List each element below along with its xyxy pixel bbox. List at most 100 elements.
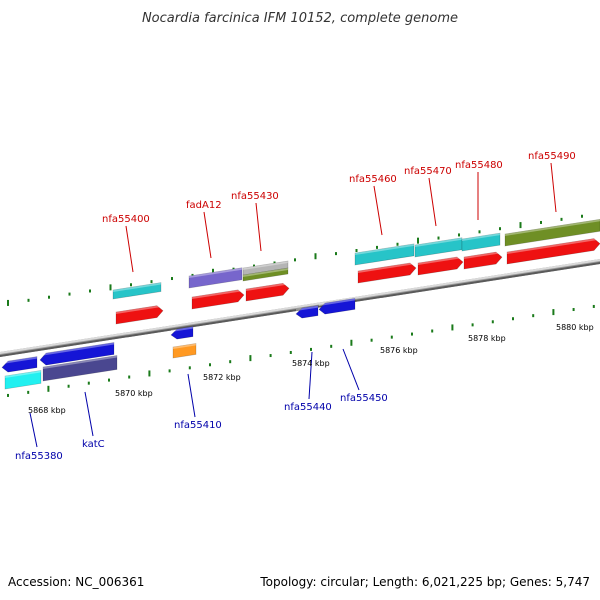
upper-tick xyxy=(314,253,317,260)
feature-nfa55430-cog-b-shine xyxy=(243,268,288,277)
gene-label-nfa55460[interactable]: nfa55460 xyxy=(349,174,397,185)
upper-tick xyxy=(150,280,153,284)
upper-tick xyxy=(581,214,583,218)
gene-label-nfa55450[interactable]: nfa55450 xyxy=(340,393,388,404)
lower-tick xyxy=(350,339,353,346)
upper-tick xyxy=(519,222,522,229)
upper-tick xyxy=(130,283,132,287)
upper-tick xyxy=(294,258,296,262)
upper-tick xyxy=(27,298,30,302)
gene-label-nfa55400[interactable]: nfa55400 xyxy=(102,214,150,225)
lower-tick xyxy=(229,360,232,364)
feature-nfa55490-cog-shine xyxy=(505,219,600,236)
upper-tick xyxy=(560,217,563,221)
upper-tick xyxy=(7,299,9,306)
gene-label-nfa55380[interactable]: nfa55380 xyxy=(15,451,63,462)
lower-tick xyxy=(592,304,595,308)
gene-label-fadA12[interactable]: fadA12 xyxy=(186,200,222,211)
feature-nfa55410-cog-shine xyxy=(173,343,196,349)
gene-label-katC[interactable]: katC xyxy=(82,439,105,450)
feature-nfa55470-strand-shine xyxy=(418,256,463,265)
feature-nfa55480-strand xyxy=(463,251,503,270)
feature-fadA12-strand-shine xyxy=(192,288,244,299)
upper-tick xyxy=(68,292,71,296)
kbp-label-5868: 5868 kbp xyxy=(28,406,66,415)
kbp-label-5876: 5876 kbp xyxy=(380,346,418,355)
upper-tick-ring xyxy=(7,214,583,306)
feature-nfa55430-cog-b xyxy=(242,267,289,282)
feature-nfa55380-cog-shine xyxy=(5,370,41,378)
feature-nfa55460-strand-shine xyxy=(358,262,416,273)
feature-nfa55410-strand xyxy=(170,326,194,340)
gene-label-nfa55440[interactable]: nfa55440 xyxy=(284,402,332,413)
lower-tick xyxy=(471,323,474,327)
feature-nfa55380-strand xyxy=(1,356,38,373)
feature-nfa55490-strand-shine xyxy=(507,237,600,254)
genome-summary-text: Topology: circular; Length: 6,021,225 bp… xyxy=(259,575,590,589)
gene-label-nfa55480[interactable]: nfa55480 xyxy=(455,160,503,171)
feature-nfa55460-cog-shine xyxy=(355,243,414,255)
upper-tick xyxy=(396,242,399,246)
lower-tick xyxy=(168,369,171,373)
gene-label-nfa55410[interactable]: nfa55410 xyxy=(174,420,222,431)
lower-tick xyxy=(7,393,9,397)
map-title: Nocardia farcinica IFM 10152, complete g… xyxy=(142,11,458,26)
kbp-label-5872: 5872 kbp xyxy=(203,373,241,382)
lower-tick xyxy=(451,324,454,331)
upper-tick xyxy=(417,237,419,244)
reverse-leader-line xyxy=(308,351,313,400)
lower-tick xyxy=(108,378,110,382)
feature-nfa55470-strand xyxy=(417,256,464,276)
upper-tick xyxy=(540,220,542,224)
feature-nfa55480-cog xyxy=(461,232,501,252)
feature-katC-strand-shine xyxy=(40,342,114,356)
feature-nfa55440-strand-shine xyxy=(296,305,318,311)
feature-fadA12-strand xyxy=(191,289,245,310)
feature-nfa55400-cog xyxy=(112,282,162,300)
feature-nfa55400-cog-shine xyxy=(113,282,161,292)
forward-leader-line xyxy=(255,202,262,252)
upper-tick xyxy=(499,227,501,231)
feature-katC-strand xyxy=(39,342,115,366)
gene-label-nfa55470[interactable]: nfa55470 xyxy=(404,166,452,177)
feature-nfa55400-strand xyxy=(115,305,164,325)
lower-tick xyxy=(289,350,292,354)
upper-tick xyxy=(478,230,481,234)
feature-nfa55430-strand xyxy=(245,282,290,302)
gene-label-nfa55430[interactable]: nfa55430 xyxy=(231,191,279,202)
lower-tick xyxy=(330,344,333,348)
upper-tick xyxy=(171,277,173,281)
upper-tick xyxy=(89,289,91,293)
reverse-leader-line xyxy=(187,373,196,418)
feature-tracks xyxy=(1,218,600,390)
kbp-axis-labels: 5868 kbp 5870 kbp 5872 kbp 5874 kbp 5876… xyxy=(28,323,594,415)
lower-tick xyxy=(209,363,211,367)
lower-tick xyxy=(269,354,272,358)
upper-tick xyxy=(335,252,337,256)
lower-tick xyxy=(390,335,393,339)
gene-label-nfa55490[interactable]: nfa55490 xyxy=(528,151,576,162)
upper-tick xyxy=(376,245,378,249)
feature-nfa55430-cog-a-shine xyxy=(243,261,288,270)
lower-tick xyxy=(552,309,555,316)
kbp-label-5878: 5878 kbp xyxy=(468,334,506,343)
upper-tick xyxy=(458,233,460,237)
forward-leader-line xyxy=(550,162,557,213)
reverse-leader-line xyxy=(84,391,94,437)
feature-nfa55460-strand xyxy=(357,262,417,284)
feature-nfa55450-strand-shine xyxy=(319,298,355,306)
genome-backbone xyxy=(0,259,600,357)
lower-tick xyxy=(87,381,90,385)
lower-tick xyxy=(572,308,575,312)
reverse-leader-line xyxy=(342,348,360,391)
kbp-label-5880: 5880 kbp xyxy=(556,323,594,332)
feature-nfa55480-cog-shine xyxy=(462,233,500,241)
feature-nfa55450-strand xyxy=(318,298,356,315)
lower-tick xyxy=(67,384,70,388)
lower-tick xyxy=(431,329,434,333)
reverse-gene-labels: nfa55380 katC nfa55410 nfa55440 nfa55450 xyxy=(15,393,388,462)
feature-katC-cog-shine xyxy=(43,355,117,369)
feature-nfa55380-strand-shine xyxy=(2,356,37,364)
feature-nfa55470-cog-shine xyxy=(415,237,462,247)
upper-tick xyxy=(212,268,214,275)
